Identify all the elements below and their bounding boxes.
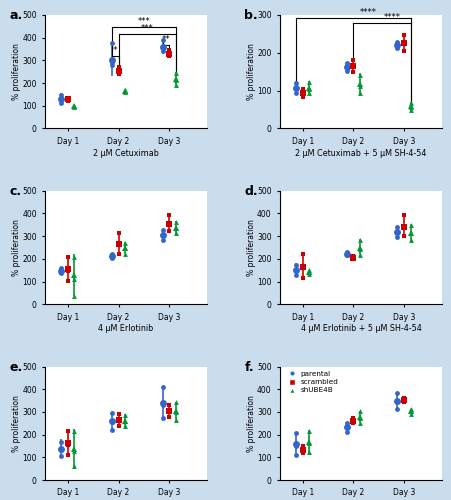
Text: b.: b. — [244, 10, 258, 22]
Text: d.: d. — [244, 185, 258, 198]
Y-axis label: % proliferation: % proliferation — [247, 395, 256, 452]
X-axis label: 2 μM Cetuximab: 2 μM Cetuximab — [93, 148, 159, 158]
Text: *: * — [113, 46, 117, 55]
Text: ***: *** — [141, 24, 153, 33]
Legend: parental, scrambled, shUBE4B: parental, scrambled, shUBE4B — [284, 370, 339, 394]
Y-axis label: % proliferation: % proliferation — [12, 395, 21, 452]
Text: e.: e. — [9, 361, 23, 374]
Text: ***: *** — [138, 18, 150, 26]
Y-axis label: % proliferation: % proliferation — [12, 219, 21, 276]
X-axis label: 4 μM Erlotinib: 4 μM Erlotinib — [98, 324, 154, 334]
Text: f.: f. — [244, 361, 254, 374]
Text: a.: a. — [9, 10, 23, 22]
Y-axis label: % proliferation: % proliferation — [247, 44, 256, 100]
Text: ****: **** — [384, 13, 400, 22]
Y-axis label: % proliferation: % proliferation — [12, 44, 21, 100]
X-axis label: 4 μM Erlotinib + 5 μM SH-4-54: 4 μM Erlotinib + 5 μM SH-4-54 — [301, 324, 421, 334]
Text: ****: **** — [360, 8, 377, 18]
Text: c.: c. — [9, 185, 22, 198]
Y-axis label: % proliferation: % proliferation — [247, 219, 256, 276]
X-axis label: 2 μM Cetuximab + 5 μM SH-4-54: 2 μM Cetuximab + 5 μM SH-4-54 — [295, 148, 427, 158]
Text: **: ** — [161, 36, 170, 44]
